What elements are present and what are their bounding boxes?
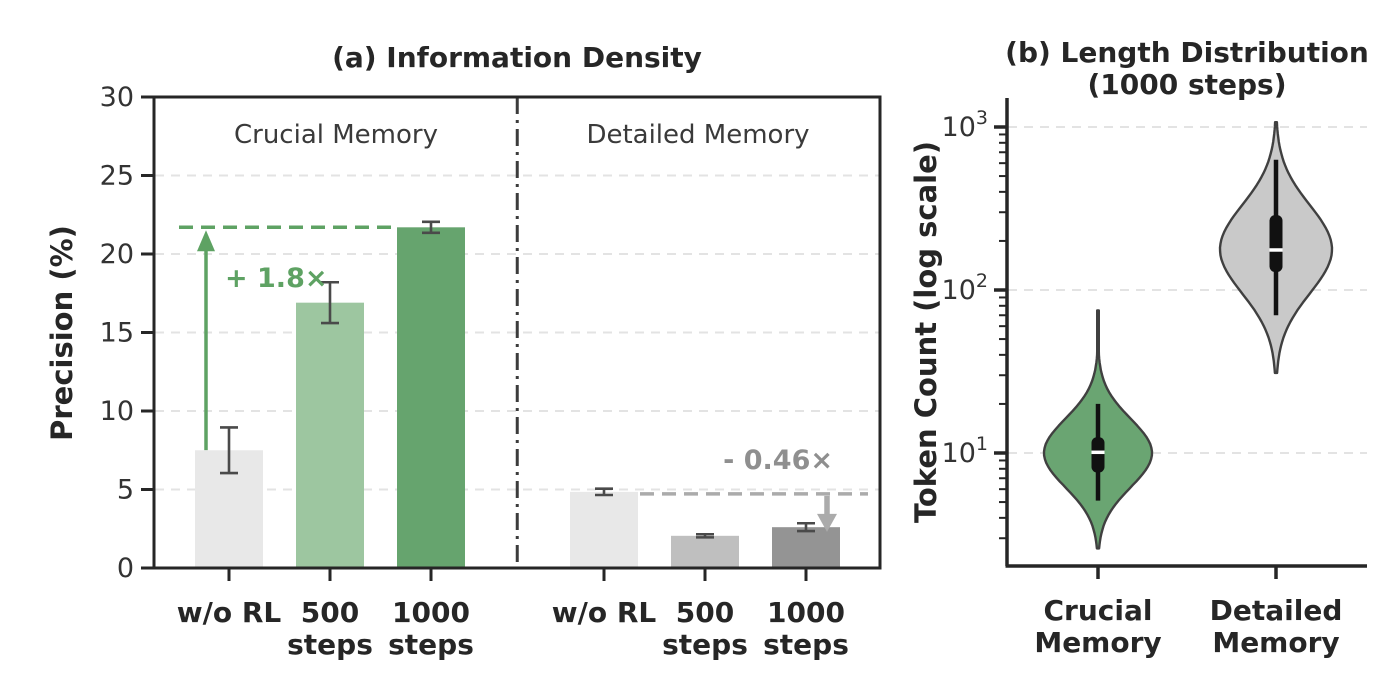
violin-box-detailed-memory — [1269, 215, 1283, 272]
bar-detailed-memory-500-steps — [671, 535, 739, 568]
y-tick-label: 103 — [942, 107, 988, 143]
gain-arrow-head — [197, 230, 215, 252]
x-category-label-500-steps: 500 steps — [287, 596, 373, 661]
panel-b-y-axis-label: Token Count (log scale) — [909, 141, 943, 523]
y-tick-label: 102 — [942, 270, 988, 306]
panel-b-layer: 101 102 103 Crucial Memory Detailed Memory — [942, 98, 1367, 659]
section-label-detailed-memory: Detailed Memory — [586, 120, 809, 150]
y-tick-label: 0 — [117, 553, 134, 584]
x-category-label-500-steps: 500 steps — [662, 596, 748, 661]
annotation-drop-label: - 0.46× — [723, 445, 833, 476]
y-tick-label: 25 — [100, 161, 134, 192]
panel-b-title-line1: (b) Length Distribution — [1005, 36, 1369, 69]
y-tick-label: 15 — [100, 318, 134, 349]
y-tick-label: 30 — [100, 82, 134, 113]
x-category-label-1000-steps: 1000 steps — [388, 596, 474, 661]
panel-a-y-axis-label: Precision (%) — [45, 225, 79, 441]
bar-detailed-memory-1000-steps — [772, 527, 840, 568]
x-category-label-detailed-memory: Detailed Memory — [1210, 594, 1343, 659]
annotation-gain-label: + 1.8× — [225, 263, 327, 294]
drop-arrow-head — [817, 513, 837, 532]
x-category-label-1000-steps: 1000 steps — [763, 596, 849, 661]
section-label-crucial-memory: Crucial Memory — [234, 120, 438, 150]
bar-crucial-memory-1000-steps — [397, 227, 465, 568]
x-category-label-w-o-rl: w/o RL — [177, 596, 282, 629]
bar-crucial-memory-500-steps — [296, 302, 364, 568]
bar-detailed-memory-w-o-rl — [570, 491, 638, 568]
x-category-label-w-o-rl: w/o RL — [552, 596, 657, 629]
y-tick-label: 101 — [942, 433, 988, 469]
y-tick-label: 10 — [100, 396, 134, 427]
y-tick-label: 20 — [100, 239, 134, 270]
violin-box-crucial-memory — [1091, 437, 1105, 473]
panel-b-title-line2: (1000 steps) — [1087, 68, 1286, 101]
y-tick-label: 5 — [117, 475, 134, 506]
panel-a-title: (a) Information Density — [332, 41, 702, 74]
x-category-label-crucial-memory: Crucial Memory — [1034, 594, 1161, 659]
